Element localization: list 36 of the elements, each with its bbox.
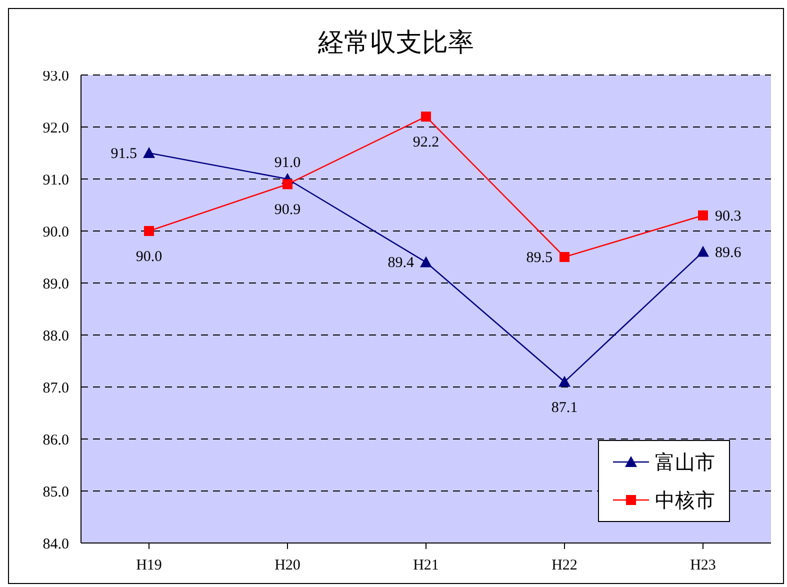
- y-tick-label: 84.0: [42, 536, 69, 552]
- x-tick-label: H20: [274, 558, 300, 574]
- legend-label: 富山市: [655, 448, 715, 476]
- data-label: 89.6: [715, 244, 742, 261]
- data-label: 92.2: [412, 134, 440, 151]
- point: [144, 226, 154, 236]
- y-tick-label: 87.0: [42, 380, 69, 396]
- y-tick-label: 92.0: [42, 120, 69, 136]
- x-tick-label: H19: [136, 558, 162, 574]
- y-tick-label: 88.0: [42, 328, 69, 344]
- data-label: 90.3: [715, 208, 742, 224]
- chart-title: 経常収支比率: [318, 28, 474, 58]
- y-tick-label: 86.0: [42, 432, 69, 448]
- data-label: 89.4: [388, 255, 414, 272]
- y-tick-label: 90.0: [42, 224, 69, 240]
- point: [282, 179, 292, 190]
- legend-label: 中核市: [655, 486, 715, 514]
- data-label: 90.9: [274, 202, 301, 218]
- x-tick-label: H23: [690, 558, 716, 574]
- y-tick-label: 85.0: [42, 484, 69, 500]
- point: [697, 246, 709, 257]
- y-tick-label: 91.0: [42, 172, 69, 188]
- point: [420, 256, 432, 268]
- point: [558, 376, 570, 387]
- point: [421, 112, 431, 122]
- y-tick-label: 89.0: [42, 276, 69, 292]
- data-label: 87.1: [551, 400, 578, 416]
- data-label: 90.0: [136, 249, 162, 265]
- x-tick-label: H22: [552, 558, 578, 574]
- point: [560, 252, 570, 262]
- point: [698, 210, 708, 220]
- point: [143, 147, 155, 158]
- x-tick-label: H21: [413, 558, 439, 574]
- data-label: 91.0: [274, 155, 301, 171]
- data-label: 89.5: [526, 250, 552, 266]
- data-label: 91.5: [110, 146, 137, 162]
